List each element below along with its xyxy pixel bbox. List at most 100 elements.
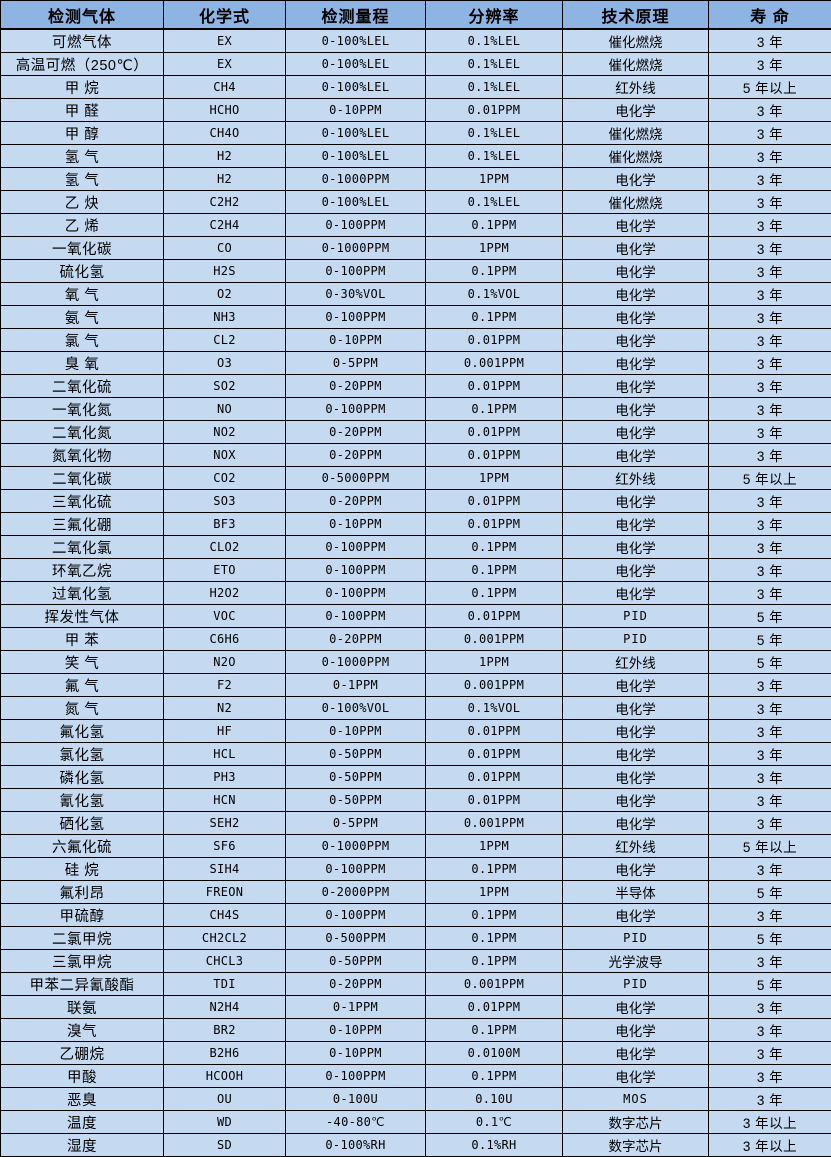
cell-chemical-formula: CHCL3 [164,950,286,973]
cell-resolution: 0.01PPM [426,444,563,467]
cell-technology: 电化学 [563,536,709,559]
cell-detection-range: 0-100PPM [286,536,426,559]
cell-lifetime: 3 年以上 [709,1111,831,1134]
cell-resolution: 0.1PPM [426,1019,563,1042]
cell-resolution: 0.1PPM [426,858,563,881]
cell-technology: 数字芯片 [563,1111,709,1134]
cell-chemical-formula: HCOOH [164,1065,286,1088]
cell-chemical-formula: H2S [164,260,286,283]
cell-gas: 甲 醛 [1,99,164,122]
cell-chemical-formula: NOX [164,444,286,467]
cell-chemical-formula: C2H2 [164,191,286,214]
cell-chemical-formula: VOC [164,605,286,628]
cell-chemical-formula: HCN [164,789,286,812]
cell-resolution: 0.01PPM [426,490,563,513]
cell-gas: 硅 烷 [1,858,164,881]
cell-gas: 过氧化氢 [1,582,164,605]
cell-gas: 二氧化碳 [1,467,164,490]
cell-detection-range: 0-20PPM [286,444,426,467]
cell-lifetime: 3 年 [709,1088,831,1111]
cell-lifetime: 5 年以上 [709,835,831,858]
cell-chemical-formula: H2 [164,168,286,191]
cell-gas: 氟化氢 [1,720,164,743]
cell-gas: 三氟化硼 [1,513,164,536]
cell-technology: 电化学 [563,720,709,743]
cell-resolution: 0.01PPM [426,421,563,444]
cell-resolution: 0.1℃ [426,1111,563,1134]
cell-lifetime: 3 年 [709,53,831,76]
cell-gas: 甲酸 [1,1065,164,1088]
cell-resolution: 0.1PPM [426,1065,563,1088]
cell-chemical-formula: PH3 [164,766,286,789]
cell-resolution: 0.1PPM [426,398,563,421]
cell-resolution: 0.001PPM [426,674,563,697]
cell-lifetime: 3 年 [709,191,831,214]
cell-gas: 二氧化氯 [1,536,164,559]
cell-detection-range: 0-1PPM [286,674,426,697]
cell-lifetime: 3 年 [709,996,831,1019]
cell-technology: PID [563,628,709,651]
cell-gas: 湿度 [1,1134,164,1157]
cell-gas: 甲苯二异氰酸酯 [1,973,164,996]
cell-technology: 电化学 [563,260,709,283]
cell-resolution: 0.1%LEL [426,29,563,53]
cell-detection-range: 0-100%LEL [286,122,426,145]
cell-gas: 氨 气 [1,306,164,329]
cell-gas: 磷化氢 [1,766,164,789]
cell-gas: 甲硫醇 [1,904,164,927]
cell-gas: 一氧化碳 [1,237,164,260]
cell-chemical-formula: H2 [164,145,286,168]
cell-lifetime: 3 年 [709,904,831,927]
cell-lifetime: 3 年以上 [709,1134,831,1157]
cell-lifetime: 3 年 [709,398,831,421]
cell-resolution: 0.01PPM [426,720,563,743]
cell-detection-range: 0-30%VOL [286,283,426,306]
cell-detection-range: 0-10PPM [286,329,426,352]
cell-resolution: 0.1PPM [426,306,563,329]
cell-chemical-formula: O3 [164,352,286,375]
cell-resolution: 0.1PPM [426,214,563,237]
cell-lifetime: 3 年 [709,421,831,444]
cell-technology: 红外线 [563,76,709,99]
cell-detection-range: 0-1000PPM [286,651,426,674]
cell-lifetime: 5 年 [709,881,831,904]
cell-gas: 一氧化氮 [1,398,164,421]
cell-gas: 硒化氢 [1,812,164,835]
cell-gas: 恶臭 [1,1088,164,1111]
cell-chemical-formula: CL2 [164,329,286,352]
cell-technology: PID [563,973,709,996]
cell-detection-range: 0-1000PPM [286,835,426,858]
cell-technology: 光学波导 [563,950,709,973]
cell-gas: 氰化氢 [1,789,164,812]
cell-gas: 甲 烷 [1,76,164,99]
cell-resolution: 0.1%RH [426,1134,563,1157]
cell-technology: 电化学 [563,421,709,444]
cell-lifetime: 3 年 [709,858,831,881]
cell-technology: 电化学 [563,743,709,766]
cell-resolution: 0.01PPM [426,766,563,789]
cell-gas: 氯化氢 [1,743,164,766]
cell-detection-range: 0-100PPM [286,559,426,582]
cell-resolution: 0.01PPM [426,375,563,398]
cell-lifetime: 3 年 [709,145,831,168]
cell-gas: 六氟化硫 [1,835,164,858]
cell-detection-range: 0-100%LEL [286,53,426,76]
cell-detection-range: 0-100%LEL [286,29,426,53]
cell-chemical-formula: CO [164,237,286,260]
cell-lifetime: 5 年 [709,605,831,628]
cell-resolution: 1PPM [426,881,563,904]
cell-lifetime: 3 年 [709,697,831,720]
cell-gas: 挥发性气体 [1,605,164,628]
cell-technology: 电化学 [563,1019,709,1042]
cell-chemical-formula: F2 [164,674,286,697]
cell-lifetime: 5 年 [709,927,831,950]
